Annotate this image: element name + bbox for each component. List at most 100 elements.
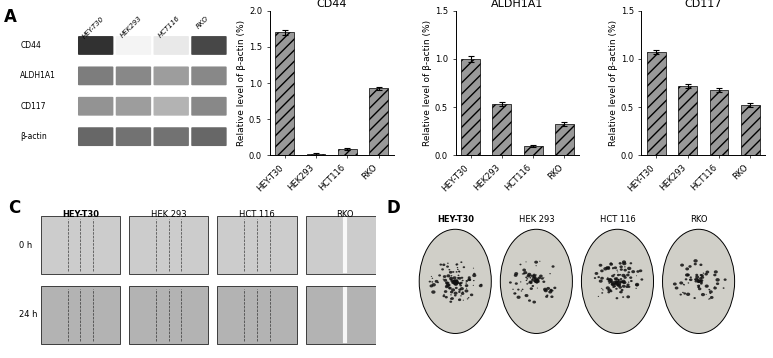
Ellipse shape [522, 274, 523, 275]
Ellipse shape [536, 281, 538, 284]
Ellipse shape [454, 280, 457, 283]
Ellipse shape [628, 271, 630, 274]
FancyBboxPatch shape [191, 67, 226, 85]
Ellipse shape [638, 269, 642, 272]
Ellipse shape [517, 289, 519, 291]
Ellipse shape [618, 280, 620, 281]
Ellipse shape [443, 294, 444, 295]
Ellipse shape [441, 268, 444, 271]
Ellipse shape [455, 280, 457, 281]
Ellipse shape [465, 289, 468, 292]
Ellipse shape [612, 268, 614, 269]
Ellipse shape [697, 280, 701, 283]
Ellipse shape [624, 266, 625, 267]
Ellipse shape [619, 280, 623, 283]
Ellipse shape [693, 263, 696, 265]
Bar [369, 88, 388, 155]
Ellipse shape [515, 282, 518, 285]
Ellipse shape [618, 286, 622, 289]
Ellipse shape [515, 293, 516, 294]
Ellipse shape [662, 229, 734, 333]
Ellipse shape [708, 289, 710, 290]
Ellipse shape [626, 274, 629, 276]
Ellipse shape [621, 274, 625, 277]
Ellipse shape [581, 229, 653, 333]
Text: RKO: RKO [336, 211, 354, 219]
Bar [741, 105, 760, 155]
Ellipse shape [459, 299, 461, 300]
Ellipse shape [614, 277, 618, 280]
Ellipse shape [621, 285, 625, 288]
Ellipse shape [620, 268, 623, 271]
Ellipse shape [448, 269, 450, 270]
Ellipse shape [614, 285, 616, 287]
Ellipse shape [690, 276, 692, 278]
Ellipse shape [545, 295, 548, 298]
Ellipse shape [461, 292, 465, 295]
Ellipse shape [465, 282, 467, 284]
Ellipse shape [618, 281, 621, 284]
Ellipse shape [537, 281, 539, 282]
Bar [41, 286, 120, 344]
Ellipse shape [624, 269, 627, 271]
Text: A: A [4, 8, 16, 26]
Ellipse shape [709, 298, 710, 300]
Ellipse shape [600, 270, 604, 272]
Ellipse shape [533, 280, 536, 282]
Ellipse shape [629, 276, 632, 279]
FancyBboxPatch shape [78, 36, 114, 55]
Ellipse shape [467, 298, 468, 300]
Ellipse shape [601, 288, 602, 289]
Ellipse shape [465, 284, 468, 287]
Ellipse shape [683, 292, 686, 295]
Ellipse shape [696, 280, 700, 283]
Ellipse shape [452, 280, 457, 284]
Ellipse shape [615, 297, 618, 299]
Ellipse shape [612, 284, 614, 286]
Bar [492, 104, 511, 155]
Ellipse shape [531, 279, 533, 280]
Ellipse shape [686, 274, 690, 276]
Ellipse shape [703, 272, 704, 274]
Ellipse shape [455, 263, 458, 266]
Ellipse shape [449, 277, 453, 280]
Text: CD117: CD117 [20, 102, 46, 111]
FancyBboxPatch shape [78, 97, 114, 116]
Ellipse shape [636, 270, 639, 273]
Ellipse shape [431, 278, 433, 279]
Ellipse shape [622, 262, 626, 265]
Ellipse shape [434, 280, 438, 283]
Ellipse shape [609, 263, 613, 266]
Ellipse shape [611, 283, 615, 286]
Ellipse shape [635, 283, 639, 286]
Ellipse shape [700, 276, 704, 279]
Ellipse shape [605, 266, 609, 270]
FancyBboxPatch shape [154, 97, 189, 116]
Ellipse shape [452, 276, 457, 280]
FancyBboxPatch shape [154, 67, 189, 85]
Ellipse shape [451, 275, 452, 276]
Ellipse shape [532, 276, 536, 280]
Ellipse shape [446, 265, 449, 268]
Ellipse shape [463, 266, 465, 268]
Ellipse shape [459, 283, 461, 285]
Bar [710, 90, 728, 155]
Ellipse shape [621, 281, 625, 284]
FancyBboxPatch shape [116, 97, 152, 116]
Ellipse shape [450, 294, 451, 295]
Text: ALDH1A1: ALDH1A1 [20, 71, 56, 80]
Ellipse shape [724, 279, 727, 281]
Bar [305, 286, 385, 344]
Ellipse shape [527, 273, 531, 276]
Ellipse shape [442, 295, 445, 297]
Ellipse shape [448, 287, 451, 290]
Ellipse shape [512, 289, 514, 290]
Ellipse shape [538, 276, 541, 279]
Ellipse shape [439, 263, 442, 266]
Ellipse shape [705, 285, 709, 288]
Ellipse shape [706, 294, 707, 295]
Ellipse shape [628, 281, 629, 283]
Ellipse shape [473, 285, 474, 286]
Text: HEK 293: HEK 293 [151, 211, 186, 219]
Bar [461, 59, 480, 155]
